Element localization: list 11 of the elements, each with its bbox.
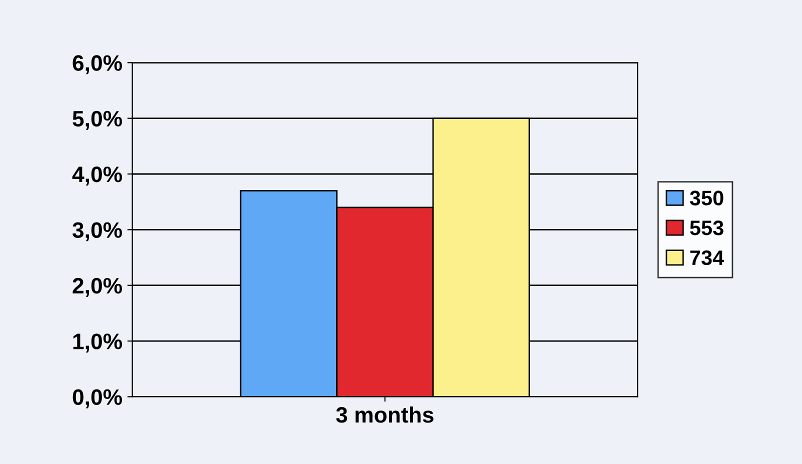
- y-tick-label: 0,0%: [72, 389, 122, 408]
- y-tick-label: 4,0%: [72, 166, 122, 186]
- y-tick-label: 5,0%: [72, 110, 122, 130]
- x-tick-label: 3 months: [336, 406, 434, 423]
- legend-label: 553: [690, 220, 724, 236]
- y-tick-label: 6,0%: [72, 55, 122, 74]
- y-tick-label: 2,0%: [72, 278, 122, 297]
- legend-label: 734: [690, 250, 724, 266]
- y-tick-label: 3,0%: [72, 222, 122, 242]
- legend-label: 350: [690, 190, 724, 206]
- y-tick-label: 1,0%: [73, 334, 122, 353]
